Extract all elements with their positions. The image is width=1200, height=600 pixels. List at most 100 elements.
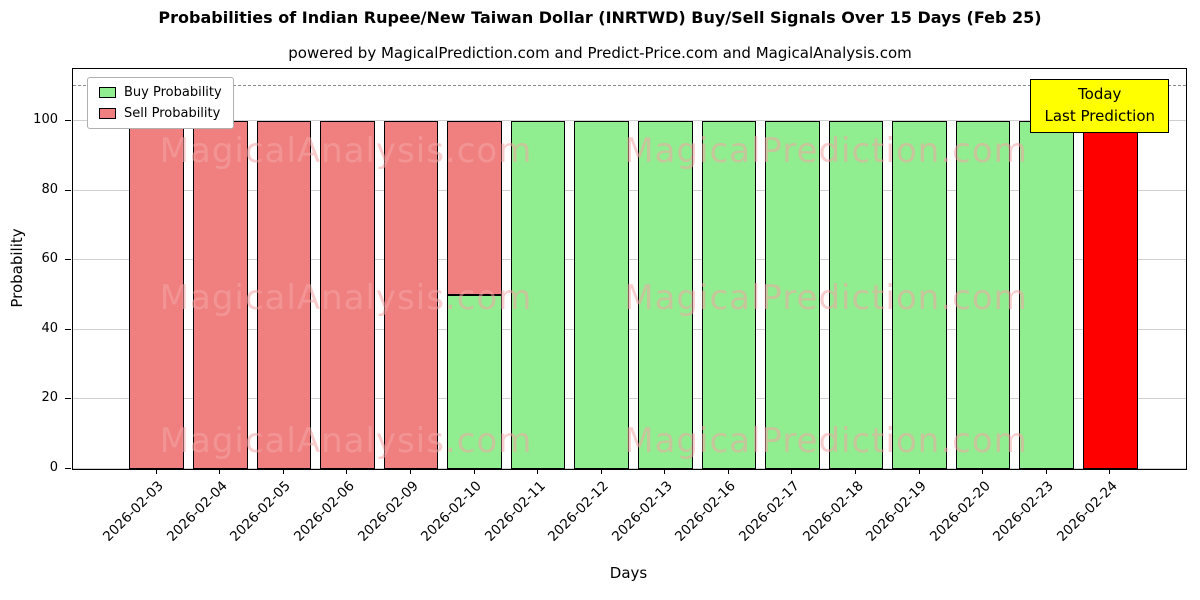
bar-2026-02-23 xyxy=(1015,69,1079,469)
watermark-text: MagicalPrediction.com xyxy=(624,131,1028,171)
today-annotation-line2: Last Prediction xyxy=(1044,106,1155,125)
bar-2026-02-13 xyxy=(634,69,698,469)
x-tick-mark xyxy=(537,468,539,474)
bar-2026-02-16 xyxy=(697,69,761,469)
x-tick-label: 2026-02-24 xyxy=(1053,478,1121,545)
bar-segment-sell xyxy=(447,121,502,296)
y-tick-label: 40 xyxy=(41,320,58,336)
bar-2026-02-06 xyxy=(316,69,380,469)
x-tick-mark xyxy=(346,468,348,474)
watermark-text: MagicalPrediction.com xyxy=(624,278,1028,318)
x-tick-mark xyxy=(410,468,412,474)
x-tick-mark xyxy=(982,468,984,474)
bar-segment-buy xyxy=(637,121,693,469)
x-tick-label: 2026-02-12 xyxy=(545,478,613,545)
legend-label: Buy Probability xyxy=(124,85,222,100)
x-tick-label: 2026-02-13 xyxy=(608,478,676,545)
y-tick-label: 80 xyxy=(41,181,58,197)
bar-segment-buy xyxy=(955,121,1011,469)
bar-2026-02-17 xyxy=(761,69,825,469)
legend-item-0: Buy Probability xyxy=(99,85,222,100)
x-tick-label: 2026-02-05 xyxy=(227,478,295,545)
bar-segment-buy xyxy=(447,295,502,469)
bar-2026-02-10 xyxy=(443,69,507,469)
x-tick-mark xyxy=(854,468,856,474)
watermark-text: MagicalPrediction.com xyxy=(624,421,1028,461)
bar-2026-02-12 xyxy=(570,69,634,469)
bar-segment-buy xyxy=(892,121,947,469)
threshold-dashline xyxy=(73,85,1186,87)
bar-2026-02-18 xyxy=(824,69,888,469)
bar-segment-sell xyxy=(1082,121,1138,469)
today-annotation-line1: Today xyxy=(1078,85,1122,103)
watermark-text: MagicalAnalysis.com xyxy=(159,421,533,461)
bar-segment-buy xyxy=(765,121,820,469)
bar-segment-sell xyxy=(320,121,375,469)
bar-2026-02-24 xyxy=(1078,69,1142,469)
bar-2026-02-19 xyxy=(888,69,952,469)
y-tick-mark xyxy=(65,468,71,469)
bar-segment-sell xyxy=(383,121,439,469)
y-tick-label: 0 xyxy=(49,460,58,475)
y-axis: 0 20 40 60 80 100 xyxy=(0,68,72,475)
bar-2026-02-20 xyxy=(951,69,1015,469)
bar-segment-sell xyxy=(256,121,312,469)
gridline xyxy=(73,259,1186,261)
legend-swatch xyxy=(99,87,116,98)
x-axis-label: Days xyxy=(609,564,648,582)
watermark-text: MagicalAnalysis.com xyxy=(159,278,533,318)
x-tick-mark xyxy=(600,468,602,474)
x-tick-mark xyxy=(219,468,221,474)
bar-2026-02-11 xyxy=(506,69,570,469)
bar-segment-buy xyxy=(701,121,757,469)
x-tick-mark xyxy=(727,468,729,474)
legend-item-1: Sell Probability xyxy=(99,106,222,121)
bar-2026-02-05 xyxy=(252,69,316,469)
x-tick-mark xyxy=(282,468,284,474)
x-axis: 2026-02-03 2026-02-04 2026-02-05 2026-02-06… xyxy=(72,468,1185,578)
gridline xyxy=(73,120,1186,122)
bar-2026-02-04 xyxy=(189,69,253,469)
x-tick-mark xyxy=(1045,468,1047,474)
y-tick-mark xyxy=(65,259,71,261)
plot-area: MagicalAnalysis.com MagicalPrediction.com… xyxy=(72,68,1187,470)
watermark-layer: MagicalAnalysis.com MagicalPrediction.com… xyxy=(73,69,1186,469)
gridline xyxy=(73,189,1186,191)
today-annotation: Today Last Prediction xyxy=(1030,79,1169,133)
chart-title: Probabilities of Indian Rupee/New Taiwan… xyxy=(158,8,1042,27)
grid-layer xyxy=(73,69,1186,469)
y-tick-label: 100 xyxy=(33,112,58,128)
watermark-text: MagicalAnalysis.com xyxy=(159,131,533,171)
x-tick-label: 2026-02-23 xyxy=(990,478,1057,545)
bar-2026-02-09 xyxy=(379,69,443,469)
x-tick-label: 2026-02-03 xyxy=(100,478,168,545)
x-tick-label: 2026-02-20 xyxy=(926,478,994,545)
x-tick-label: 2026-02-19 xyxy=(863,478,930,545)
gridline xyxy=(73,328,1186,330)
x-tick-mark xyxy=(473,468,475,474)
y-tick-mark xyxy=(65,398,71,400)
bar-segment-buy xyxy=(828,121,884,469)
x-tick-label: 2026-02-18 xyxy=(799,478,867,545)
x-tick-mark xyxy=(155,468,157,474)
y-tick-mark xyxy=(65,120,71,122)
x-tick-label: 2026-02-17 xyxy=(735,478,803,545)
x-tick-mark xyxy=(664,468,666,474)
legend-swatch xyxy=(99,108,116,119)
bar-segment-sell xyxy=(129,121,185,469)
legend: Buy Probability Sell Probability xyxy=(87,77,234,129)
x-tick-mark xyxy=(918,468,920,474)
y-tick-mark xyxy=(65,189,71,191)
x-tick-label: 2026-02-11 xyxy=(481,478,549,545)
y-tick-mark xyxy=(65,328,71,330)
bars-layer xyxy=(125,69,1142,469)
x-tick-label: 2026-02-10 xyxy=(418,478,485,545)
bar-segment-buy xyxy=(510,121,566,469)
x-tick-label: 2026-02-04 xyxy=(163,478,231,545)
bar-segment-buy xyxy=(574,121,630,469)
bar-segment-buy xyxy=(1019,121,1074,469)
legend-label: Sell Probability xyxy=(124,106,221,121)
bar-2026-02-03 xyxy=(125,69,189,469)
